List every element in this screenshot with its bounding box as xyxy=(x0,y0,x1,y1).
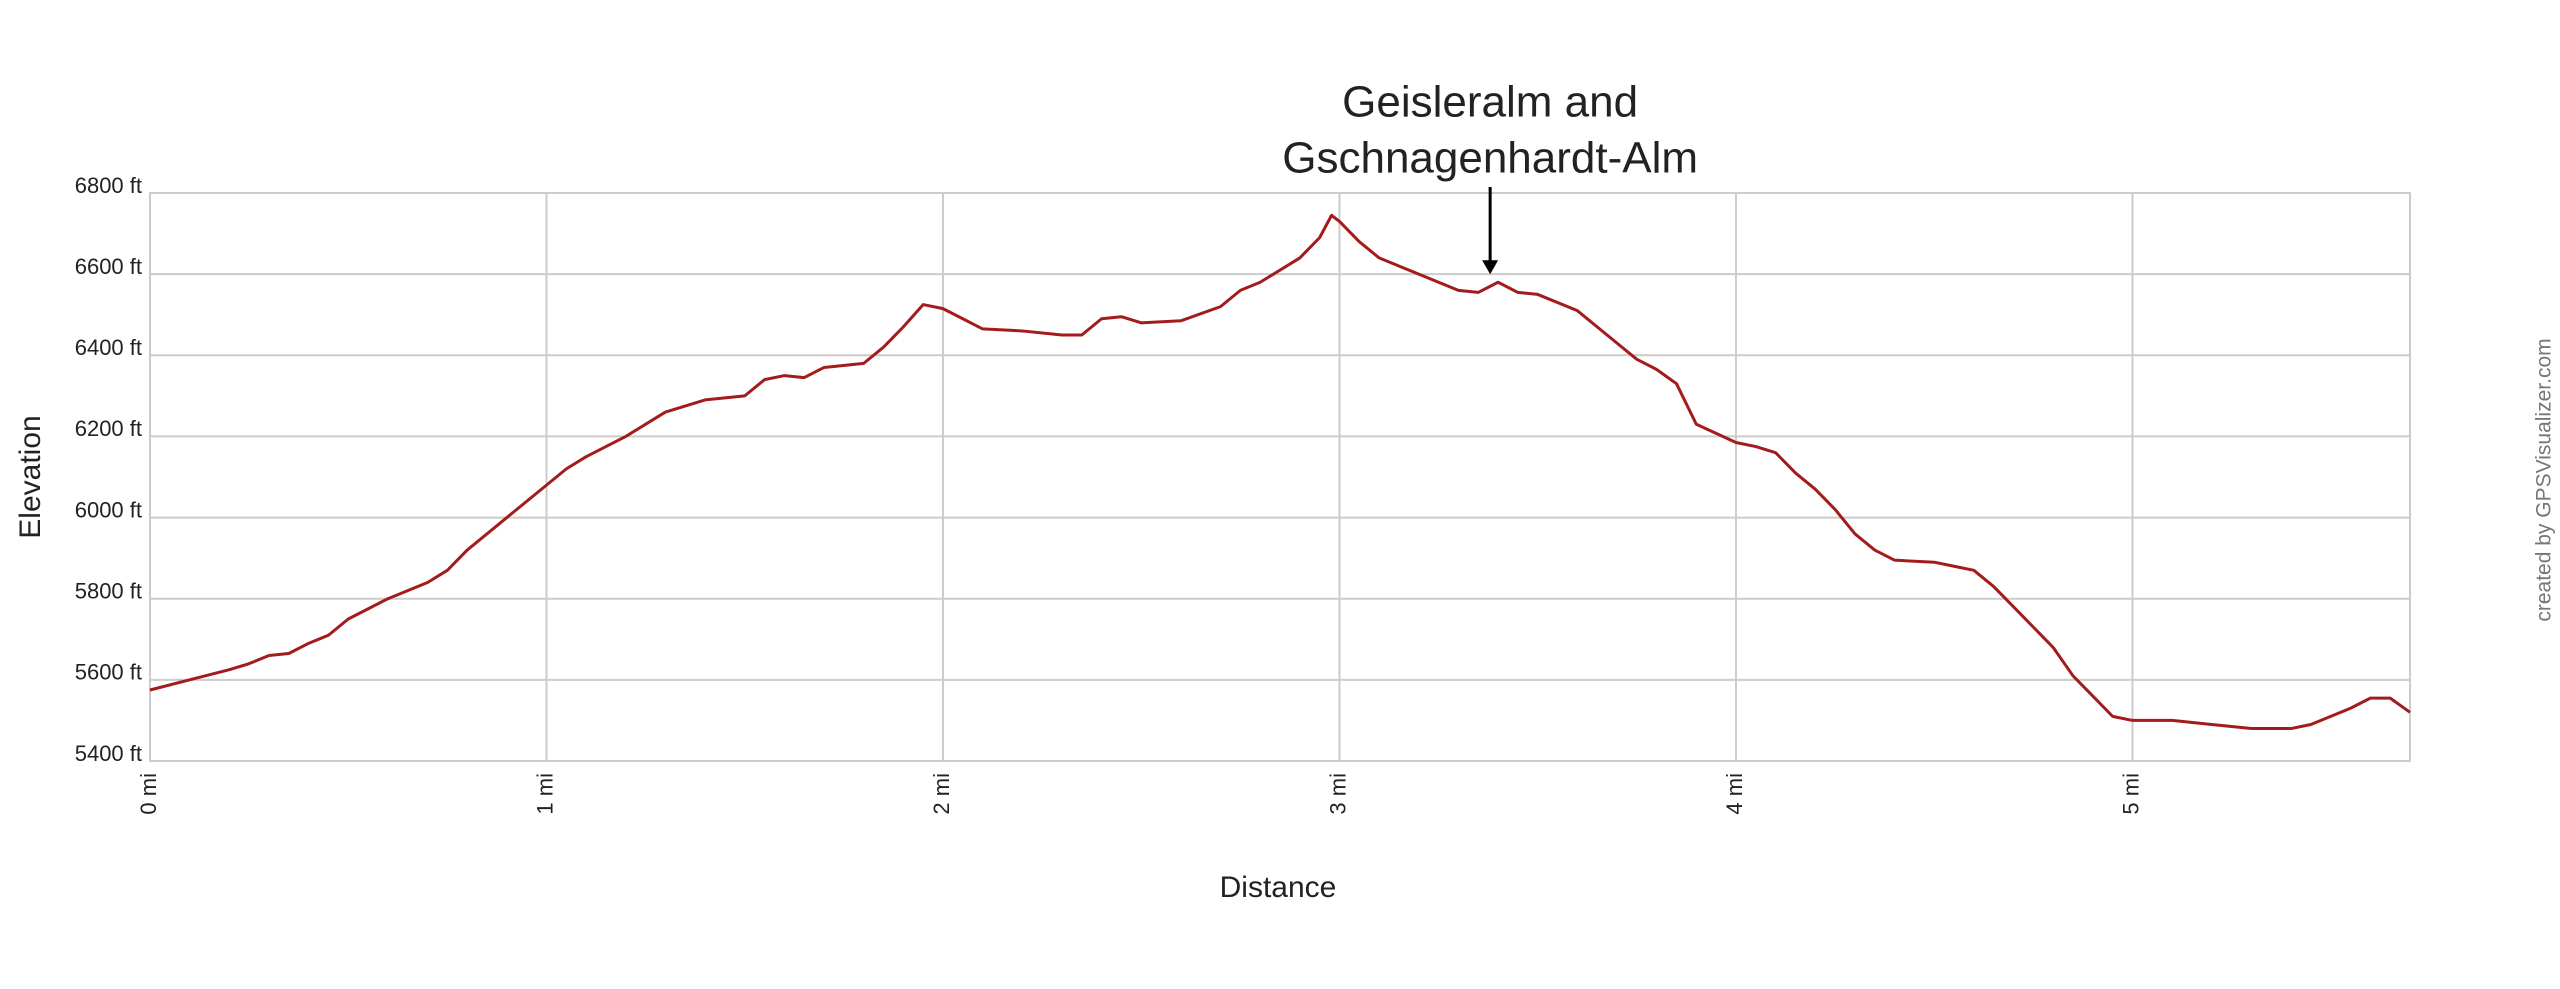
y-tick-label: 5400 ft xyxy=(75,741,142,766)
elevation-line xyxy=(149,213,2411,731)
x-tick-label: 5 mi xyxy=(2118,773,2143,815)
x-tick-label: 3 mi xyxy=(1325,773,1350,815)
y-tick-label: 6200 ft xyxy=(75,416,142,441)
y-tick-label: 5600 ft xyxy=(75,660,142,685)
y-axis-title: Elevation xyxy=(14,415,47,538)
plot-border xyxy=(149,192,2411,762)
x-tick-label: 0 mi xyxy=(136,773,161,815)
y-tick-label: 6000 ft xyxy=(75,497,142,522)
x-tick-label: 1 mi xyxy=(532,773,557,815)
annotation-arrowhead xyxy=(1482,260,1499,275)
x-tick-label: 4 mi xyxy=(1722,773,1747,815)
x-tick-label: 2 mi xyxy=(929,773,954,815)
y-tick-label: 6600 ft xyxy=(75,254,142,279)
annotation-text: Gschnagenhardt-Alm xyxy=(1282,134,1698,183)
y-tick-label: 5800 ft xyxy=(75,579,142,604)
annotation-text: Geisleralm and xyxy=(1342,78,1638,127)
credit: created by GPSVisualizer.com xyxy=(2533,338,2556,621)
x-axis-title: Distance xyxy=(1220,871,1337,904)
y-tick-label: 6800 ft xyxy=(75,173,142,198)
y-tick-label: 6400 ft xyxy=(75,335,142,360)
